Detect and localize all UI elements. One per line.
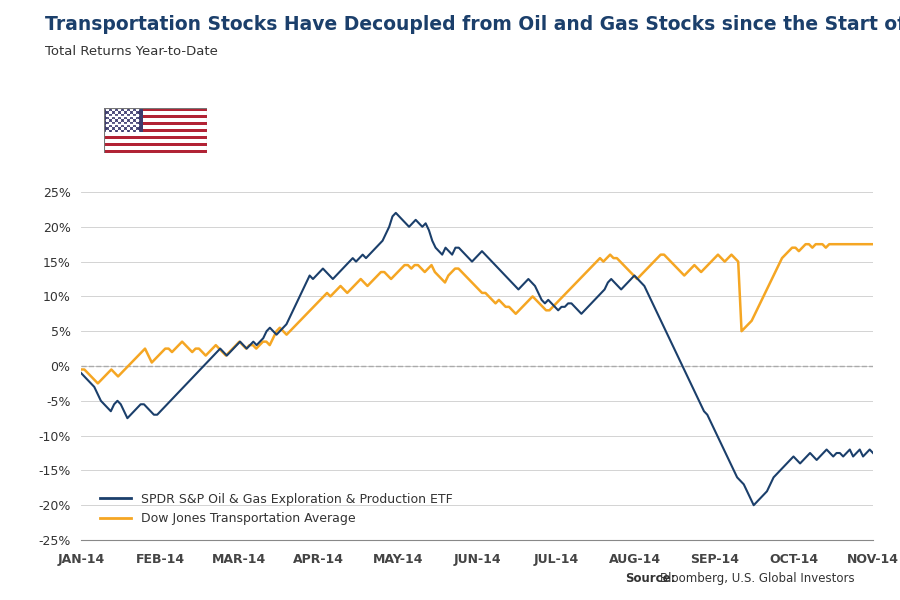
Bar [104, 143, 207, 146]
Bar [104, 129, 207, 132]
Bar [104, 125, 207, 129]
Bar [104, 146, 207, 149]
Legend: SPDR S&P Oil & Gas Exploration & Production ETF, Dow Jones Transportation Averag: SPDR S&P Oil & Gas Exploration & Product… [95, 488, 458, 530]
Bar [104, 108, 207, 112]
Bar [104, 139, 207, 143]
Bar [104, 112, 207, 115]
Bar [104, 122, 207, 125]
Text: Total Returns Year-to-Date: Total Returns Year-to-Date [45, 45, 218, 58]
Bar [104, 132, 207, 136]
Bar [104, 149, 207, 153]
Text: Transportation Stocks Have Decoupled from Oil and Gas Stocks since the Start of : Transportation Stocks Have Decoupled fro… [45, 15, 900, 34]
Bar [104, 136, 207, 139]
Bar [104, 115, 207, 118]
Bar [104, 108, 143, 132]
Text: Bloomberg, U.S. Global Investors: Bloomberg, U.S. Global Investors [661, 572, 855, 585]
Text: Source:: Source: [626, 572, 676, 585]
Bar [104, 118, 207, 122]
